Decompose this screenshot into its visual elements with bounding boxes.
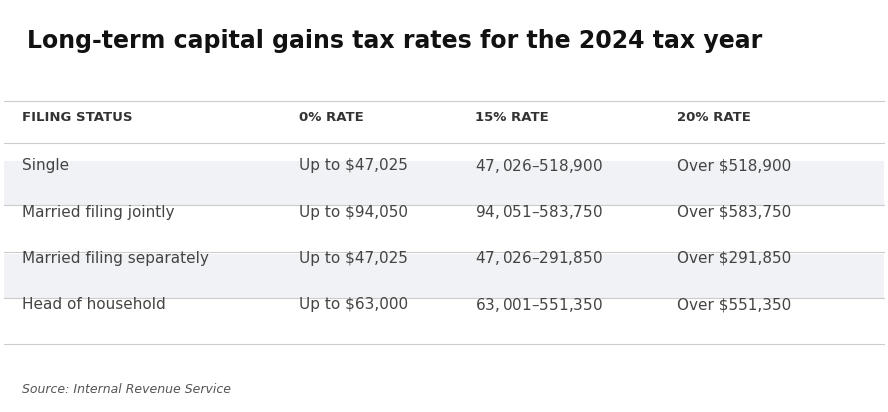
Text: $47,026 – $291,850: $47,026 – $291,850 (475, 250, 602, 267)
Text: Up to $47,025: Up to $47,025 (299, 158, 408, 173)
Text: $47,026 – $518,900: $47,026 – $518,900 (475, 157, 603, 175)
Text: 15% RATE: 15% RATE (475, 111, 549, 124)
Text: Source: Internal Revenue Service: Source: Internal Revenue Service (22, 383, 231, 396)
Text: $63,001 – $551,350: $63,001 – $551,350 (475, 296, 603, 314)
Text: Long-term capital gains tax rates for the 2024 tax year: Long-term capital gains tax rates for th… (27, 29, 762, 53)
Text: Single: Single (22, 158, 69, 173)
Text: FILING STATUS: FILING STATUS (22, 111, 132, 124)
Text: Over $518,900: Over $518,900 (678, 158, 791, 173)
Text: 0% RATE: 0% RATE (299, 111, 363, 124)
Text: Up to $94,050: Up to $94,050 (299, 204, 408, 220)
Bar (4, 254, 884, 298)
Text: Up to $47,025: Up to $47,025 (299, 251, 408, 266)
Text: Over $583,750: Over $583,750 (678, 204, 791, 220)
Text: Married filing jointly: Married filing jointly (22, 204, 174, 220)
Text: $94,051 – $583,750: $94,051 – $583,750 (475, 203, 603, 221)
Bar (4, 161, 884, 205)
Text: Up to $63,000: Up to $63,000 (299, 297, 408, 312)
Text: Married filing separately: Married filing separately (22, 251, 209, 266)
Text: Head of household: Head of household (22, 297, 165, 312)
Text: Over $551,350: Over $551,350 (678, 297, 791, 312)
Text: Over $291,850: Over $291,850 (678, 251, 791, 266)
Text: 20% RATE: 20% RATE (678, 111, 751, 124)
